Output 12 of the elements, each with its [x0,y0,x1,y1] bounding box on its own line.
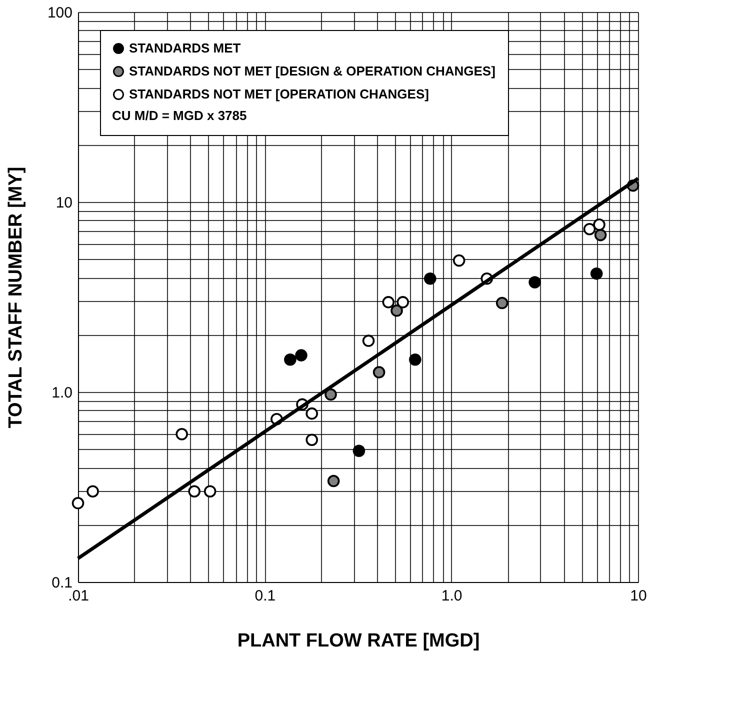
legend-label: STANDARDS MET [129,40,241,56]
x-tick-label: 1.0 [441,588,462,604]
x-tick-label: 10 [630,588,647,604]
legend-title: CU M/D = MGD x 3785 [112,108,247,123]
x-tick-label: 0.1 [254,588,276,604]
legend-label: STANDARDS NOT MET [DESIGN & OPERATION CHANGES] [129,64,496,78]
x-axis-title: PLANT FLOW RATE [MGD] [237,630,480,652]
y-tick-label: 100 [47,4,72,22]
y-axis-title: TOTAL STAFF NUMBER [MY] [5,166,26,428]
y-tick-label: 10 [56,194,72,212]
legend-label: STANDARDS NOT MET [OPERATION CHANGES] [129,86,429,102]
y-tick-label: 1.0 [52,384,72,402]
